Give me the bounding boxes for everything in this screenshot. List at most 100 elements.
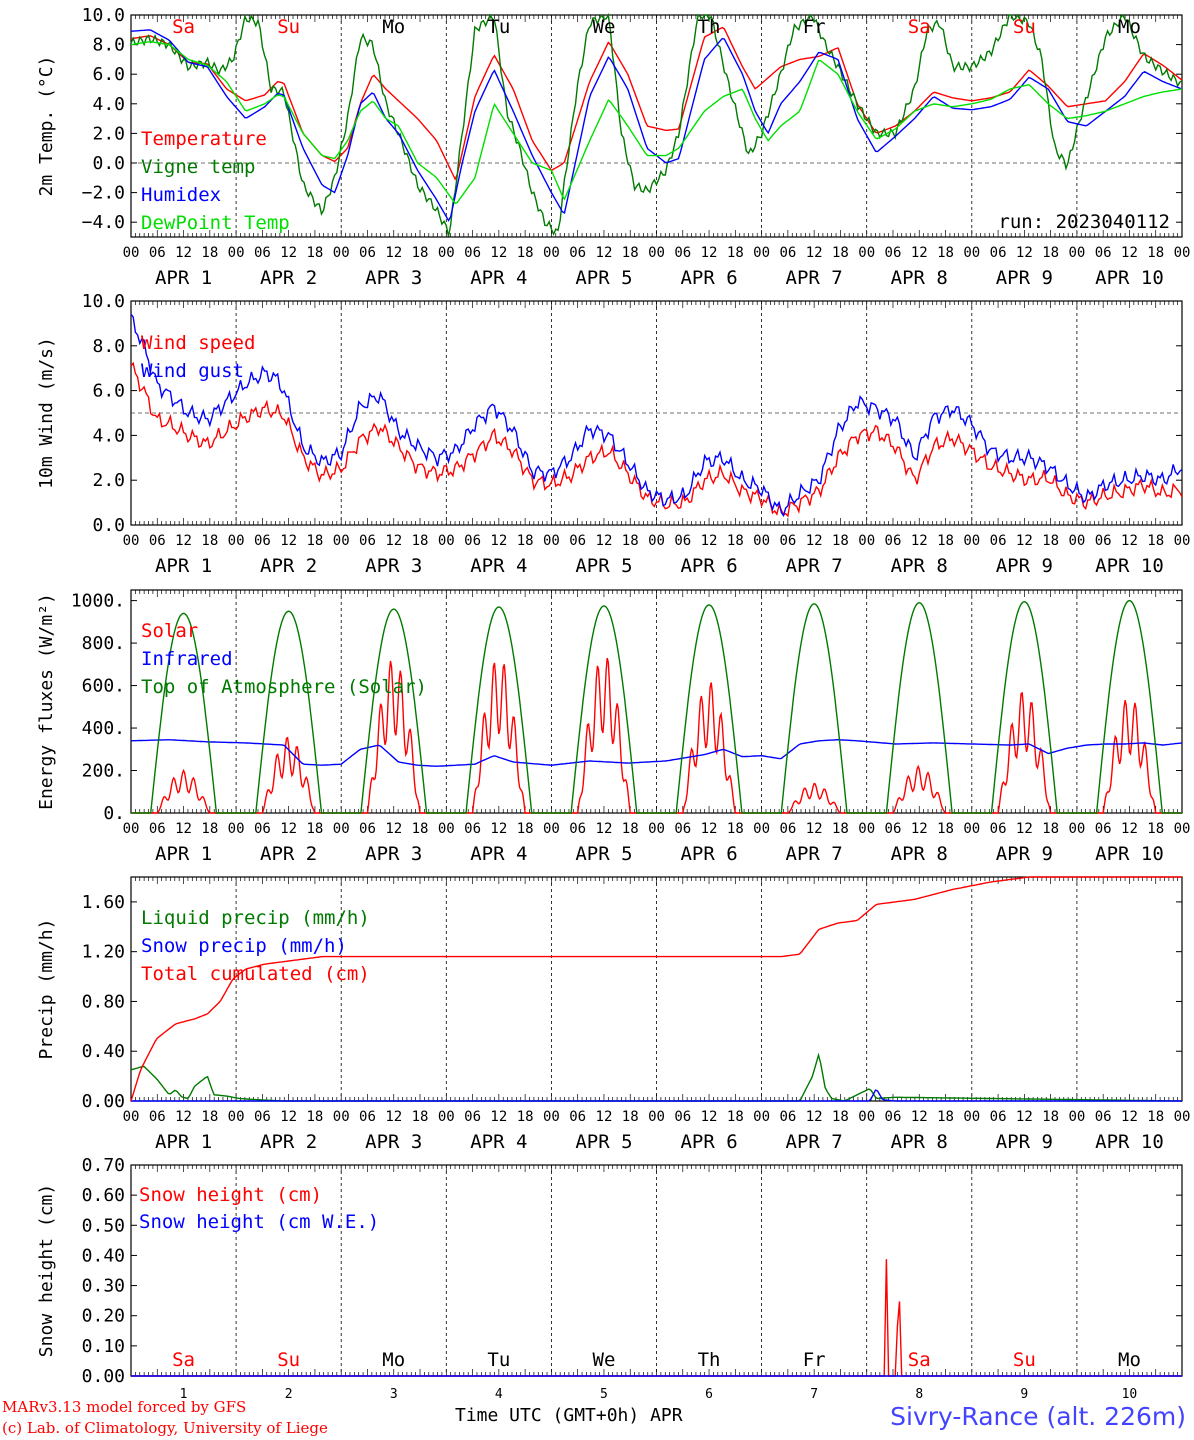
x-hour-label: 06 xyxy=(1095,1109,1112,1125)
x-hour-label: 18 xyxy=(412,245,429,261)
y-tick-label: −2.0 xyxy=(82,183,125,204)
x-hour-label: 18 xyxy=(517,821,534,837)
x-hour-label: 06 xyxy=(885,533,902,549)
y-tick-label: 600. xyxy=(82,676,125,697)
y-axis-label: 10m Wind (m/s) xyxy=(36,337,57,489)
x-hour-label: 18 xyxy=(937,533,954,549)
weekday-label: Sa xyxy=(908,1349,931,1371)
panel-4: 0.00 0.40 0.80 1.20 1.60 Precip (mm/h) Liquid … xyxy=(36,876,1190,1153)
x-day-label: APR 9 xyxy=(996,555,1053,577)
x-day-label: APR 6 xyxy=(680,267,737,289)
legend-entry: Total cumulated (cm) xyxy=(141,963,370,985)
x-hour-label: 00 xyxy=(333,533,350,549)
x-hour-label: 12 xyxy=(490,245,507,261)
y-tick-label: 10.0 xyxy=(82,5,125,26)
x-hour-label: 00 xyxy=(228,1109,245,1125)
bottom-xlabel: Time UTC (GMT+0h) APR xyxy=(455,1405,683,1426)
legend-entry: Liquid precip (mm/h) xyxy=(141,907,370,929)
weekday-label: Su xyxy=(277,1349,300,1371)
x-hour-label: 00 xyxy=(648,245,665,261)
x-day-label: APR 10 xyxy=(1095,843,1164,865)
x-hour-label: 18 xyxy=(201,1109,218,1125)
x-hour-label: 12 xyxy=(596,821,613,837)
x-hour-label: 00 xyxy=(858,533,875,549)
y-tick-label: 6.0 xyxy=(92,64,125,85)
y-tick-label: 0.00 xyxy=(82,1366,125,1387)
x-hour-label: 00 xyxy=(648,821,665,837)
panel-3: 0. 200. 400. 600. 800. 1000. Energy fluxes (W/… xyxy=(36,589,1190,865)
x-hour-label: 00 xyxy=(438,533,455,549)
x-hour-label: 06 xyxy=(779,533,796,549)
x-hour-label: 00 xyxy=(858,245,875,261)
x-hour-label: 18 xyxy=(622,821,639,837)
x-hour-label: 18 xyxy=(832,821,849,837)
x-hour-label: 12 xyxy=(280,821,297,837)
y-tick-label: 800. xyxy=(82,633,125,654)
x-hour-label: 06 xyxy=(149,1109,166,1125)
legend-entry: DewPoint Temp xyxy=(141,212,290,234)
x-hour-label: 18 xyxy=(412,533,429,549)
y-tick-label: 4.0 xyxy=(92,94,125,115)
x-hour-label: 06 xyxy=(990,821,1007,837)
x-hour-label: 18 xyxy=(727,1109,744,1125)
legend-entry: Temperature xyxy=(141,128,267,150)
y-axis-label: 2m Temp. (°C) xyxy=(36,56,57,197)
x-hour-label: 12 xyxy=(385,821,402,837)
x-hour-label: 06 xyxy=(779,245,796,261)
x-hour-label: 18 xyxy=(832,1109,849,1125)
x-hour-label: 12 xyxy=(806,245,823,261)
x-hour-label: 06 xyxy=(464,821,481,837)
credit-line-1: MARv3.13 model forced by GFS xyxy=(2,1398,247,1416)
legend-entry: Top of Atmosphere (Solar) xyxy=(141,676,427,698)
x-hour-label: 12 xyxy=(701,245,718,261)
x-hour-label: 06 xyxy=(464,1109,481,1125)
x-hour-label: 00 xyxy=(1068,533,1085,549)
weekday-label: Tu xyxy=(487,16,510,38)
x-hour-label: 12 xyxy=(911,533,928,549)
x-hour-label: 00 xyxy=(753,245,770,261)
day-number: 8 xyxy=(915,1387,923,1402)
x-hour-label: 06 xyxy=(569,1109,586,1125)
x-hour-label: 12 xyxy=(911,821,928,837)
day-number: 1 xyxy=(180,1387,188,1402)
x-hour-label: 12 xyxy=(596,245,613,261)
series-top-of-atmosphere-solar- xyxy=(131,599,1182,814)
y-tick-label: 0.30 xyxy=(82,1276,125,1297)
x-day-label: APR 8 xyxy=(891,843,948,865)
x-day-label: APR 9 xyxy=(996,1131,1053,1153)
x-hour-label: 18 xyxy=(1042,245,1059,261)
x-hour-label: 12 xyxy=(701,1109,718,1125)
x-hour-label: 12 xyxy=(490,1109,507,1125)
x-hour-label: 00 xyxy=(648,533,665,549)
x-hour-label: 06 xyxy=(569,245,586,261)
y-tick-label: 0.50 xyxy=(82,1215,125,1236)
x-day-label: APR 6 xyxy=(680,1131,737,1153)
x-day-label: APR 9 xyxy=(996,843,1053,865)
x-hour-label: 18 xyxy=(727,245,744,261)
x-hour-label: 00 xyxy=(753,533,770,549)
x-hour-label: 18 xyxy=(832,245,849,261)
x-hour-label: 06 xyxy=(359,533,376,549)
x-hour-label: 00 xyxy=(963,821,980,837)
y-tick-label: 400. xyxy=(82,718,125,739)
x-hour-label: 06 xyxy=(674,533,691,549)
x-hour-label: 12 xyxy=(701,821,718,837)
x-hour-label: 06 xyxy=(569,533,586,549)
x-hour-label: 12 xyxy=(1121,245,1138,261)
x-hour-label: 00 xyxy=(963,533,980,549)
x-hour-label: 12 xyxy=(385,533,402,549)
x-hour-label: 18 xyxy=(622,1109,639,1125)
x-day-label: APR 3 xyxy=(365,267,422,289)
x-day-label: APR 8 xyxy=(891,555,948,577)
y-tick-label: 0.70 xyxy=(82,1155,125,1176)
x-hour-label: 00 xyxy=(1174,533,1191,549)
x-hour-label: 06 xyxy=(149,533,166,549)
x-hour-label: 00 xyxy=(543,245,560,261)
y-axis-label: Snow height (cm) xyxy=(36,1184,57,1357)
x-day-label: APR 3 xyxy=(365,555,422,577)
weekday-label: Mo xyxy=(382,16,405,38)
x-hour-label: 12 xyxy=(596,533,613,549)
x-hour-label: 18 xyxy=(412,821,429,837)
x-hour-label: 00 xyxy=(753,1109,770,1125)
x-hour-label: 00 xyxy=(333,1109,350,1125)
